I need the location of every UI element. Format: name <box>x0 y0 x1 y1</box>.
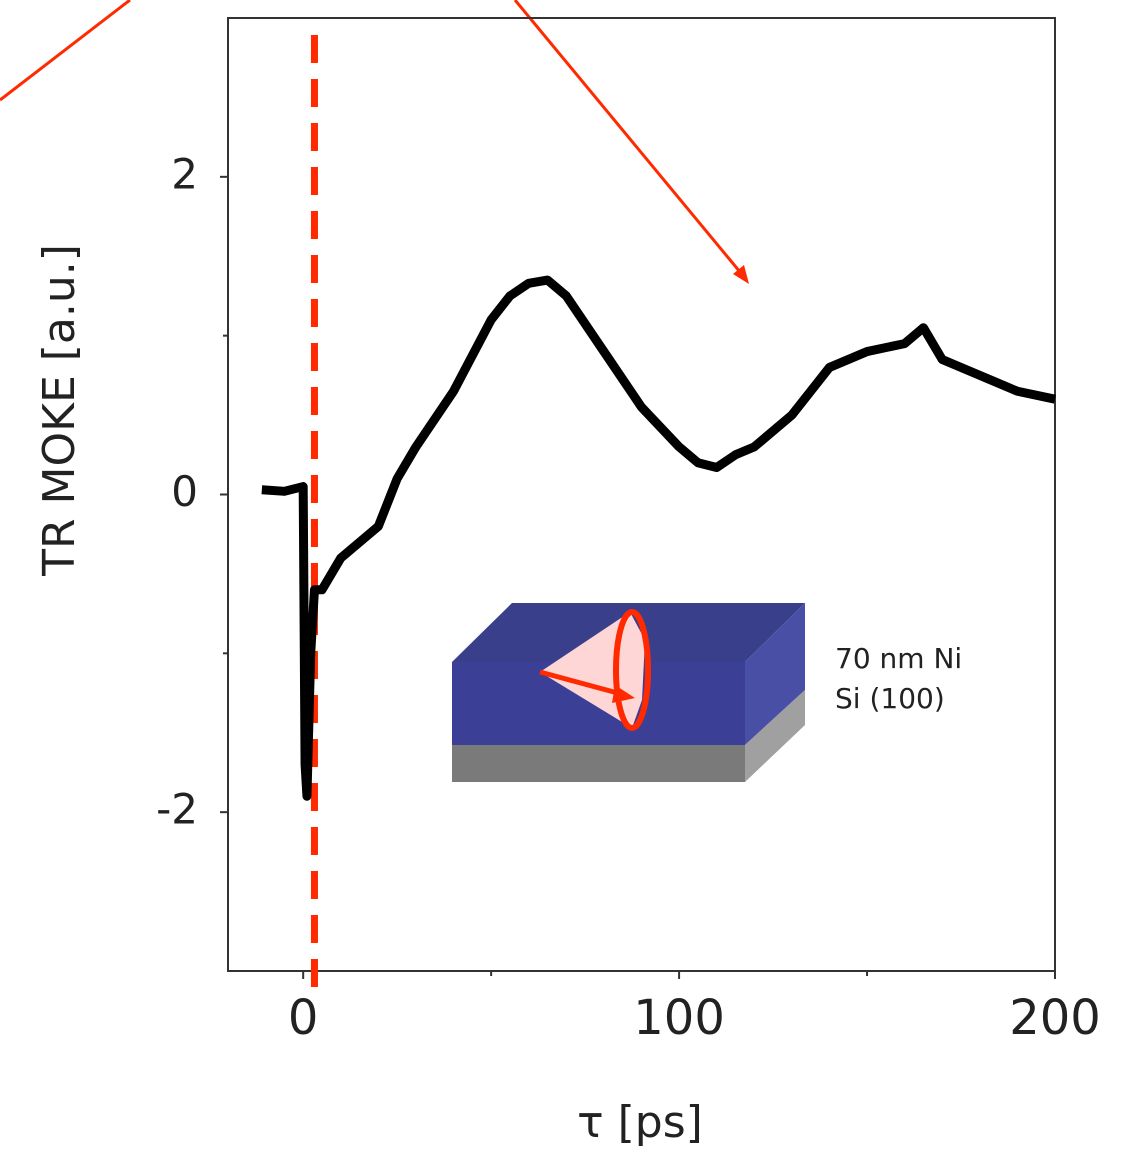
inset-label: Si (100) <box>835 682 945 715</box>
y-tick-label: 2 <box>171 149 198 198</box>
arrow-head <box>733 265 749 284</box>
y-tick-label: -2 <box>156 785 198 834</box>
x-tick-label: 200 <box>1009 990 1101 1046</box>
y-axis-label: TR MOKE [a.u.] <box>34 244 85 577</box>
data-line <box>261 275 1056 801</box>
inset-diagram <box>452 603 805 782</box>
pointer-line <box>513 0 747 279</box>
x-axis-label: τ [ps] <box>577 1097 703 1148</box>
x-tick-label: 100 <box>633 990 725 1046</box>
inset-label: 70 nm Ni <box>835 642 962 675</box>
y-tick-label: 0 <box>171 467 198 516</box>
x-tick-label: 0 <box>288 990 319 1046</box>
pointer-line <box>0 0 131 102</box>
